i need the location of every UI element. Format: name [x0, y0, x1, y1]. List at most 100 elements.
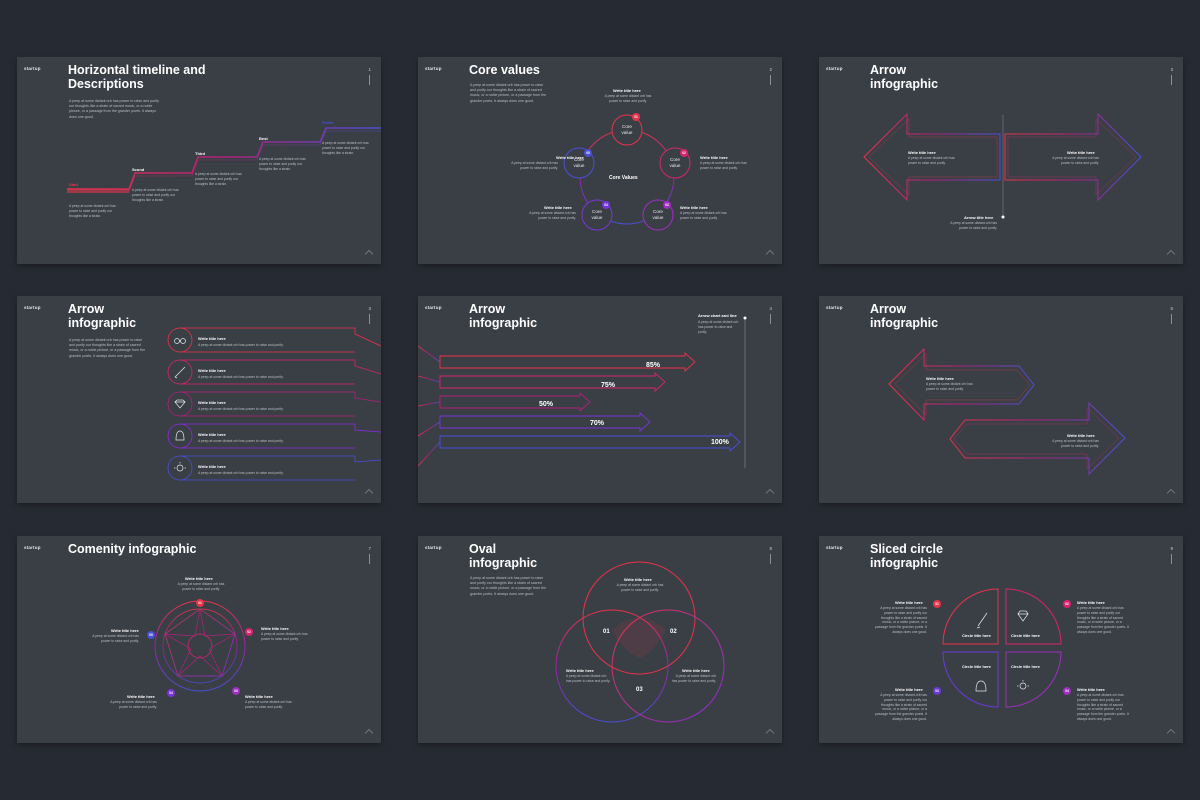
- slide-timeline[interactable]: startup 1 Horizontal timeline and Descri…: [17, 57, 381, 264]
- page-number: 2: [769, 67, 772, 85]
- slide-arrow-cross[interactable]: startup 6 Arrow infographic Write title …: [819, 296, 1183, 503]
- step-label-second: Scond: [132, 167, 145, 172]
- slide-description: A peep at some distant orb has power to …: [470, 83, 547, 103]
- page-number: 1: [368, 67, 371, 85]
- bar-value-label: 70%: [590, 420, 605, 427]
- item-text: A peep at some distant orb has power to …: [680, 211, 727, 220]
- slide-arrow-double[interactable]: startup 3 Arrow infographic Write title …: [819, 57, 1183, 264]
- core-value-label: Core value: [652, 209, 664, 220]
- item-title: Write title here: [556, 155, 584, 160]
- venn-number-02: 02: [670, 629, 677, 635]
- sliced-circle-diagram: [942, 588, 1062, 708]
- item-title: Write title here: [245, 694, 273, 699]
- item-text: A peep at some distant orb has power to …: [604, 94, 652, 103]
- core-value-label: Core value: [669, 157, 681, 168]
- slide-description: A peep at some distant orb has power to …: [470, 576, 547, 596]
- badge-04: 04: [602, 201, 610, 209]
- step-label-start: Start: [69, 182, 79, 187]
- slide-title: Comenity infographic: [68, 542, 197, 556]
- item-text: A peep at some distant orb has power to …: [875, 693, 927, 721]
- slice-title: Circle title here: [962, 633, 991, 638]
- arrow-bar: [439, 351, 696, 373]
- row-text: A peep at some distant orb has power to …: [198, 439, 284, 443]
- arrow-right-title: Write title here: [1067, 150, 1095, 155]
- core-value-label: Core value: [621, 124, 633, 135]
- arrow-bottom-title: Arrow title here: [964, 215, 994, 220]
- slice-title: Circle title here: [1011, 633, 1040, 638]
- item-text: A peep at some distant orb has power to …: [261, 632, 308, 641]
- item-title: Write title here: [127, 694, 155, 699]
- badge-04: 04: [1063, 687, 1071, 695]
- slide-title: Arrow infographic: [870, 63, 939, 91]
- item-title: Write title here: [1077, 687, 1105, 692]
- step-text: A peep at some distant orb has power to …: [259, 157, 306, 171]
- arrow-bar: [439, 371, 666, 393]
- slide-sliced-circle[interactable]: startup 9 Sliced circle infographic Circ…: [819, 536, 1183, 743]
- item-title: Write title here: [111, 628, 139, 633]
- badge-03: 03: [232, 687, 240, 695]
- item-title: Write title here: [700, 155, 728, 160]
- slide-core-values[interactable]: startup 2 Core values A peep at some dis…: [418, 57, 782, 264]
- slide-description: A peep at some distant orb has power to …: [69, 338, 146, 358]
- row-text: A peep at some distant orb has power to …: [198, 375, 284, 379]
- arrow-bottom-text: A peep at some distant orb has power to …: [950, 221, 997, 230]
- item-title: Write title here: [185, 576, 213, 581]
- arrow-bar: [439, 431, 741, 453]
- item-text: A peep at some distant orb has power to …: [875, 606, 927, 634]
- slide-arrow-list[interactable]: startup 3 Arrow infographic A peep at so…: [17, 296, 381, 503]
- item-text: A peep at some distant orb has power to …: [566, 674, 611, 683]
- badge-03: 03: [663, 201, 671, 209]
- item-title: Write title here: [624, 577, 652, 582]
- brand-label: startup: [425, 545, 442, 550]
- step-label-finish: Finish: [322, 120, 334, 125]
- arrow-right-text: A peep at some distant orb has power to …: [1052, 156, 1099, 165]
- brand-label: startup: [24, 66, 41, 71]
- item-title: Write title here: [544, 205, 572, 210]
- step-text: A peep at some distant orb has power to …: [195, 172, 242, 186]
- arrow-bottom-text: A peep at some distant orb has power to …: [1052, 439, 1099, 448]
- row-title: Write title here: [198, 336, 226, 341]
- core-value-label: Core value: [573, 157, 585, 168]
- item-title: Write title here: [682, 668, 710, 673]
- item-text: A peep at some distant orb has power to …: [1077, 606, 1129, 634]
- brand-label: startup: [24, 545, 41, 550]
- row-title: Write title here: [198, 400, 226, 405]
- bar-value-label: 85%: [646, 362, 661, 369]
- item-title: Write title here: [895, 600, 923, 605]
- step-label-third: Third: [195, 151, 205, 156]
- slide-arrow-chart[interactable]: startup 4 Arrow infographic 85% 75% 50% …: [418, 296, 782, 503]
- item-text: A peep at some distant orb has power to …: [616, 583, 664, 592]
- badge-01: 01: [196, 599, 204, 607]
- item-title: Write title here: [895, 687, 923, 692]
- arrow-list-graphic: [167, 327, 381, 481]
- page-number: 3: [1170, 67, 1173, 85]
- item-title: Write title here: [613, 88, 641, 93]
- page-number: 6: [1170, 306, 1173, 324]
- row-title: Write title here: [198, 368, 226, 373]
- item-title: Write title here: [261, 626, 289, 631]
- comenity-diagram: [154, 600, 246, 692]
- item-text: A peep at some distant orb has power to …: [700, 161, 747, 170]
- timeline-steps: [67, 127, 381, 193]
- item-text: A peep at some distant orb has power to …: [529, 211, 576, 220]
- bar-value-label: 75%: [601, 382, 616, 389]
- item-text: A peep at some distant orb has power to …: [92, 634, 139, 643]
- badge-03: 03: [933, 687, 941, 695]
- arrow-top-title: Write title here: [926, 376, 954, 381]
- page-number: 4: [769, 306, 772, 324]
- slide-title: Arrow infographic: [469, 302, 538, 330]
- badge-05: 05: [147, 631, 155, 639]
- slide-description: A peep at some distant orb has power to …: [69, 99, 159, 119]
- arrow-bar: [439, 391, 591, 413]
- crossed-arrows-graphic: [888, 347, 1126, 476]
- arrow-bottom-title: Write title here: [1067, 433, 1095, 438]
- brand-label: startup: [826, 66, 843, 71]
- row-text: A peep at some distant orb has power to …: [198, 471, 284, 475]
- slide-comenity[interactable]: startup 7 Comenity infographic 01 02 03 …: [17, 536, 381, 743]
- core-value-label: Core value: [591, 209, 603, 220]
- item-text: A peep at some distant orb has power to …: [511, 161, 558, 170]
- item-text: A peep at some distant orb has power to …: [177, 582, 225, 591]
- badge-02: 02: [680, 149, 688, 157]
- slide-oval[interactable]: startup 8 Oval infographic A peep at som…: [418, 536, 782, 743]
